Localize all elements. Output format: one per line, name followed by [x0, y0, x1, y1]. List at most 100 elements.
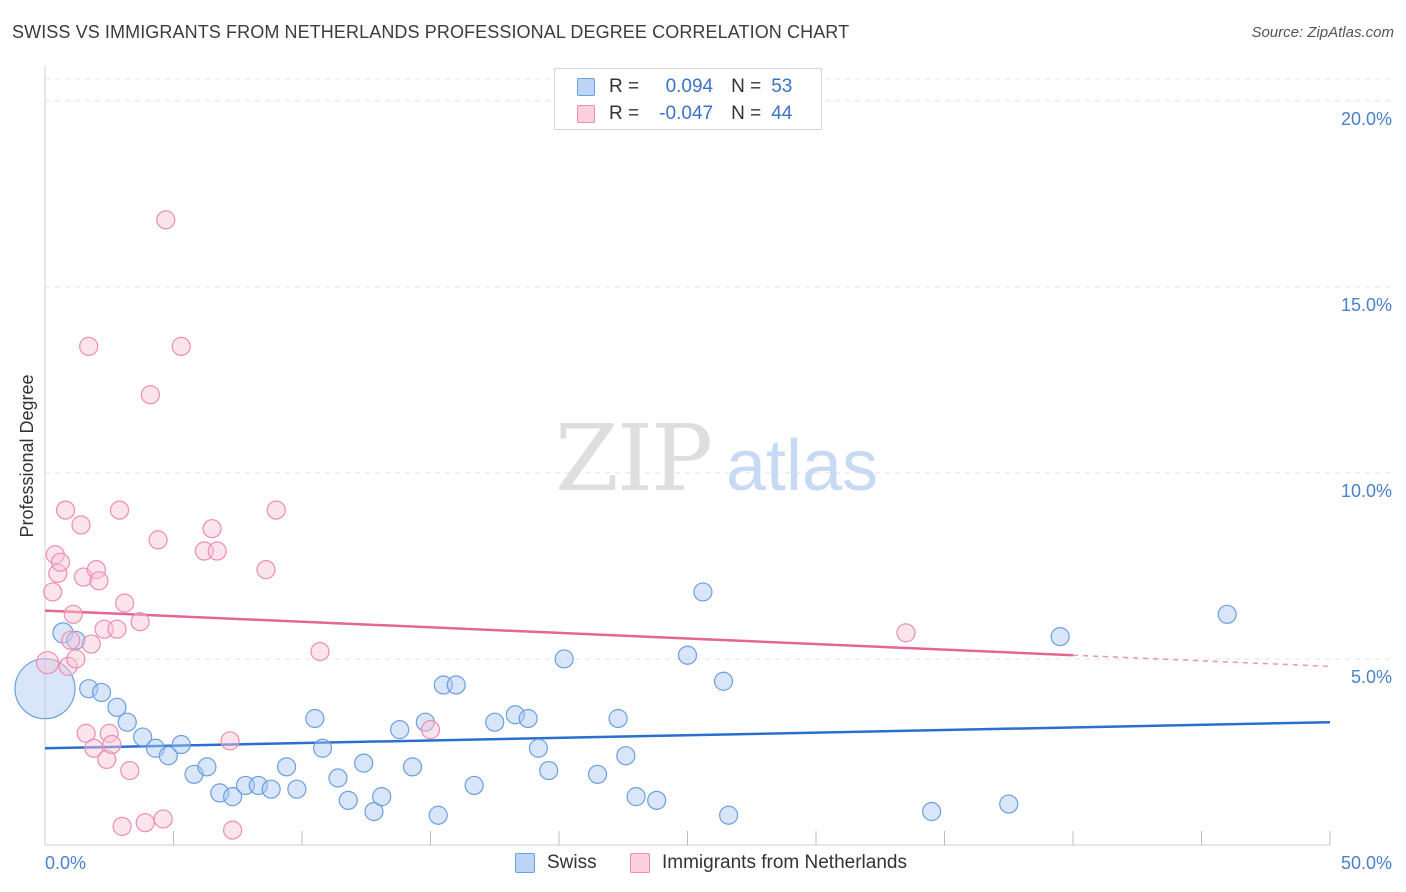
axes — [44, 66, 1331, 846]
netherlands-trend-extension — [1072, 654, 1331, 668]
swiss-point-38 — [539, 760, 559, 781]
legend-r-value-netherlands: -0.047 — [659, 103, 714, 124]
netherlands-point-29 — [140, 385, 160, 405]
swiss-point-39 — [554, 649, 574, 669]
watermark-zip: ZIP — [555, 405, 711, 512]
swiss-point-24 — [354, 753, 374, 773]
swiss-point-41 — [608, 708, 628, 729]
netherlands-point-42 — [420, 720, 441, 740]
swiss-point-37 — [528, 738, 549, 758]
legend-r-label: R = — [609, 76, 640, 97]
swiss-point-45 — [677, 645, 698, 665]
swiss-point-22 — [328, 768, 348, 788]
swiss-point-25 — [364, 801, 384, 822]
legend-item-swiss: Swiss — [515, 852, 597, 874]
watermark-atlas: atlas — [726, 426, 878, 506]
swiss-point-20 — [305, 708, 325, 729]
swiss-point-51 — [1050, 627, 1070, 647]
swiss-point-46 — [693, 582, 713, 602]
legend-row-netherlands: R = -0.047 N = 44 — [577, 101, 792, 127]
legend-label-netherlands: Immigrants from Netherlands — [662, 852, 907, 873]
swiss-point-3 — [79, 679, 99, 699]
swiss-point-4 — [91, 682, 112, 703]
swiss-point-26 — [372, 787, 392, 807]
swiss-swatch — [577, 78, 595, 96]
netherlands-trend-line — [44, 609, 1074, 657]
swiss-trend-line — [44, 720, 1331, 750]
swiss-point-52 — [1217, 604, 1237, 624]
swiss-point-12 — [197, 757, 217, 777]
chart-title: SWISS VS IMMIGRANTS FROM NETHERLANDS PRO… — [12, 22, 850, 42]
source-label: Source: ZipAtlas.com — [1251, 24, 1394, 41]
netherlands-point-16 — [86, 560, 107, 580]
x-tick-label-0: 0.0% — [45, 853, 86, 873]
swiss-point-0 — [14, 658, 76, 720]
netherlands-point-31 — [153, 809, 173, 829]
netherlands-point-37 — [220, 731, 240, 751]
netherlands-point-23 — [109, 500, 130, 520]
legend-r-value-swiss: 0.094 — [665, 76, 714, 97]
swiss-point-17 — [261, 779, 281, 799]
swiss-point-43 — [626, 787, 646, 807]
grid-lines — [45, 78, 1392, 660]
legend-r-label: R = — [609, 103, 640, 124]
netherlands-point-38 — [223, 820, 243, 840]
legend-n-value-swiss: 53 — [771, 76, 793, 97]
netherlands-point-17 — [89, 571, 109, 591]
series-legend: Swiss Immigrants from Netherlands — [0, 852, 1406, 878]
netherlands-point-8 — [63, 604, 83, 624]
swiss-point-2 — [66, 630, 86, 650]
swiss-point-9 — [158, 746, 178, 766]
netherlands-point-32 — [156, 210, 176, 230]
legend-n-value-netherlands: 44 — [771, 103, 793, 124]
netherlands-point-30 — [148, 530, 168, 550]
netherlands-point-1 — [43, 582, 63, 602]
swiss-point-7 — [133, 727, 153, 747]
swiss-point-42 — [616, 746, 636, 766]
netherlands-point-43 — [896, 623, 916, 643]
netherlands-point-10 — [71, 515, 91, 535]
y-tick-labels: 5.0% 10.0% 15.0% 20.0% — [1341, 109, 1392, 687]
netherlands-point-20 — [99, 723, 119, 743]
swiss-point-27 — [390, 720, 410, 740]
netherlands-point-40 — [266, 500, 286, 520]
netherlands-point-15 — [84, 738, 104, 758]
netherlands-point-14 — [81, 634, 101, 654]
legend-item-netherlands: Immigrants from Netherlands — [630, 852, 907, 874]
netherlands-point-36 — [207, 541, 227, 561]
netherlands-point-0 — [35, 651, 60, 675]
swiss-point-50 — [999, 794, 1019, 814]
swiss-point-10 — [171, 734, 191, 755]
netherlands-point-3 — [48, 563, 68, 583]
y-tick-label-2: 15.0% — [1341, 295, 1392, 315]
y-tick-label-0: 5.0% — [1351, 667, 1392, 687]
netherlands-point-5 — [55, 500, 76, 520]
swiss-point-21 — [312, 738, 333, 758]
swiss-point-35 — [505, 705, 525, 725]
y-axis-title: Professional Degree — [17, 374, 37, 537]
netherlands-point-35 — [202, 519, 222, 539]
swiss-point-34 — [485, 712, 505, 732]
netherlands-point-26 — [120, 760, 140, 781]
legend-n-label: N = — [731, 76, 762, 97]
data-points — [14, 210, 1237, 840]
swiss-point-49 — [922, 801, 942, 822]
netherlands-swatch — [577, 105, 595, 123]
netherlands-point-28 — [135, 813, 155, 833]
netherlands-swatch — [630, 853, 650, 873]
netherlands-point-39 — [256, 560, 276, 580]
netherlands-point-7 — [61, 630, 81, 650]
netherlands-point-41 — [310, 641, 330, 662]
swiss-point-40 — [587, 764, 608, 784]
swiss-point-47 — [713, 671, 734, 691]
y-tick-label-3: 20.0% — [1341, 109, 1392, 129]
x-tick-labels: 0.0% 50.0% — [45, 853, 1392, 873]
swiss-point-32 — [446, 675, 466, 695]
swiss-point-33 — [464, 775, 484, 796]
swiss-point-30 — [428, 805, 448, 825]
swiss-point-18 — [276, 757, 297, 777]
netherlands-point-21 — [102, 734, 122, 755]
netherlands-point-25 — [115, 593, 135, 613]
x-tick-label-1: 50.0% — [1341, 853, 1392, 873]
